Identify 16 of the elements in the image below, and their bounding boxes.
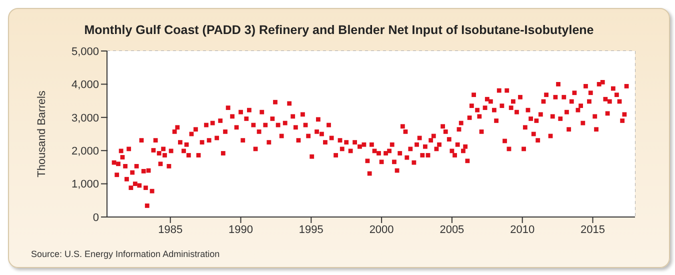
y-tick-label: 4,000 [71,79,99,92]
y-tick-label: 3,000 [71,112,99,124]
y-axis-title: Thousand Barrels [36,90,48,178]
y-tick-label: 0 [92,212,99,224]
y-tick-label: 2,000 [71,146,99,158]
y-tick-label: 1,000 [71,178,99,191]
x-tick-label: 1985 [158,224,183,236]
x-tick-label: 2010 [510,224,535,236]
x-tick-label: 2000 [369,224,394,236]
x-tick-label: 2005 [440,224,464,236]
chart-title: Monthly Gulf Coast (PADD 3) Refinery and Blender Net Input of Isobutane-Isobutylene [83,22,595,37]
y-tick-label: 5,000 [71,46,99,58]
x-tick-label: 1995 [298,224,324,236]
source-note: Source: U.S. Energy Information Administration [31,249,220,259]
x-tick-label: 2015 [580,224,605,236]
x-tick-label: 1990 [228,224,253,236]
